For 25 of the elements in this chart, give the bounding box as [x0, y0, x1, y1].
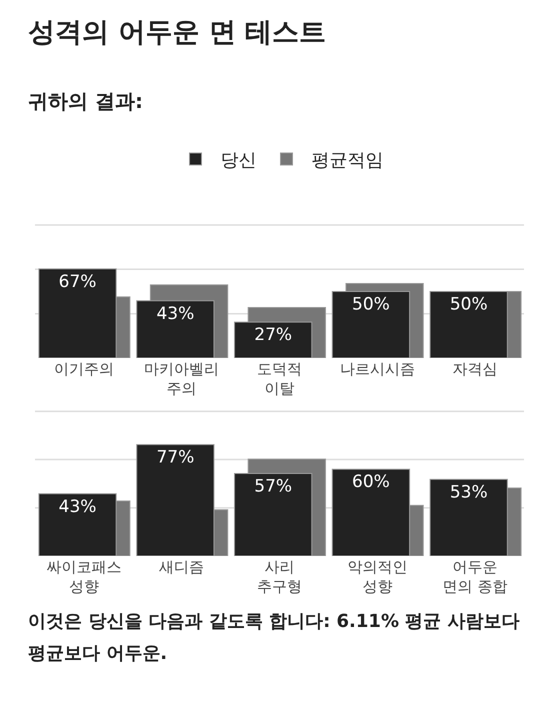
- x-tick-label: 마키아벨리 주의: [144, 360, 220, 398]
- x-tick-label: 사리 추구형: [257, 558, 302, 596]
- legend-label: 당신: [220, 150, 256, 172]
- data-label: 77%: [156, 448, 194, 468]
- x-tick-label: 자격심: [452, 360, 498, 378]
- chart-title: 성격의 어두운 면 테스트: [28, 16, 328, 50]
- x-tick-label: 새디즘: [159, 558, 204, 576]
- x-tick-label: 악의적인 성향: [347, 558, 408, 596]
- data-label: 27%: [254, 325, 292, 346]
- data-label: 53%: [450, 482, 488, 502]
- x-tick-label: 나르시시즘: [340, 360, 415, 378]
- data-label: 60%: [352, 472, 390, 492]
- x-tick-label: 싸이코패스 성향: [46, 558, 122, 596]
- text: 이것은 당신을 다음과 같도록 합니다: 6.11% 평균 사람보다 평균보다 어두운.: [28, 610, 521, 666]
- data-label: 50%: [352, 294, 390, 314]
- x-tick-label: 어두운 면의 종합: [442, 558, 508, 596]
- x-tick-label: 이기주의: [54, 360, 114, 378]
- chart-subtitle: 귀하의 결과:: [28, 88, 144, 115]
- legend-label: 평균적임: [312, 150, 384, 172]
- data-label: 43%: [58, 496, 96, 517]
- data-label: 43%: [156, 304, 194, 324]
- x-tick-label: 도덕적 이탈: [257, 360, 302, 398]
- data-label: 67%: [58, 272, 96, 292]
- data-label: 57%: [254, 476, 292, 497]
- data-label: 50%: [450, 294, 488, 314]
